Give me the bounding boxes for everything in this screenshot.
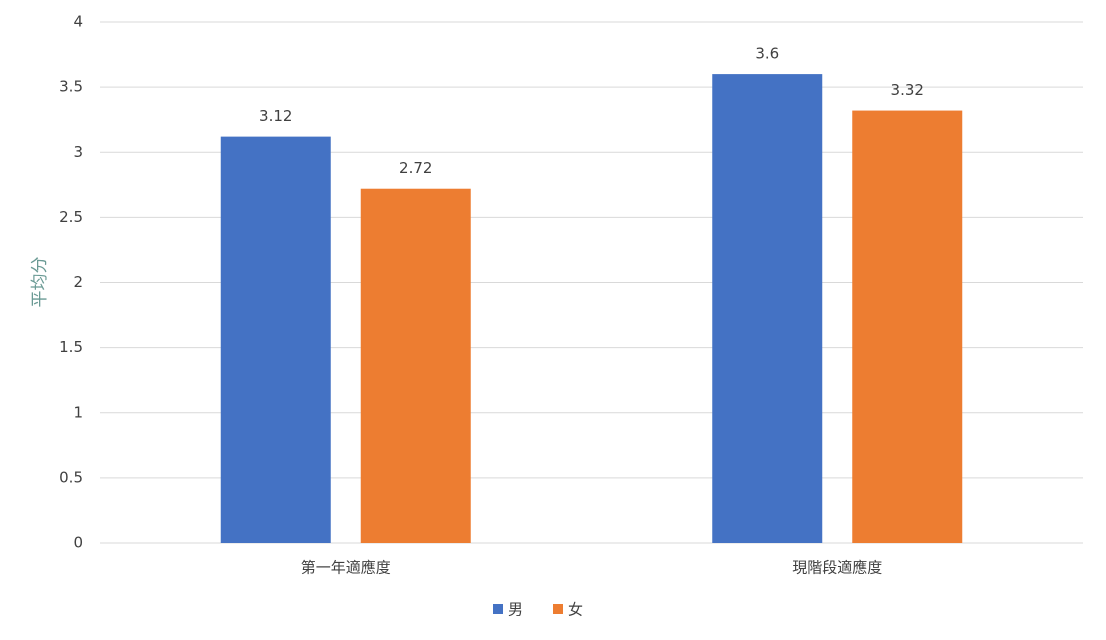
y-tick-label: 1.5 [59, 338, 83, 356]
y-tick-label: 3.5 [59, 78, 83, 96]
bar [220, 136, 331, 543]
y-tick-label: 4 [73, 13, 83, 31]
y-tick-label: 2 [73, 273, 83, 291]
bar [712, 74, 823, 543]
y-tick-label: 0 [73, 534, 83, 552]
legend-swatch [553, 604, 563, 614]
data-label: 2.72 [399, 159, 432, 177]
y-tick-label: 2.5 [59, 208, 83, 226]
x-tick-label: 現階段適應度 [792, 559, 882, 577]
y-tick-label: 0.5 [59, 468, 83, 486]
legend-label: 女 [568, 601, 583, 619]
legend-swatch [493, 604, 503, 614]
data-label: 3.6 [755, 45, 779, 63]
data-label: 3.12 [259, 107, 292, 125]
data-label: 3.32 [891, 81, 924, 99]
y-tick-label: 1 [73, 403, 83, 421]
bar [852, 110, 963, 543]
bar [360, 188, 471, 543]
y-axis-title: 平均分 [30, 257, 50, 308]
legend-label: 男 [508, 601, 523, 619]
x-tick-label: 第一年適應度 [301, 559, 391, 577]
y-tick-label: 3 [73, 143, 83, 161]
